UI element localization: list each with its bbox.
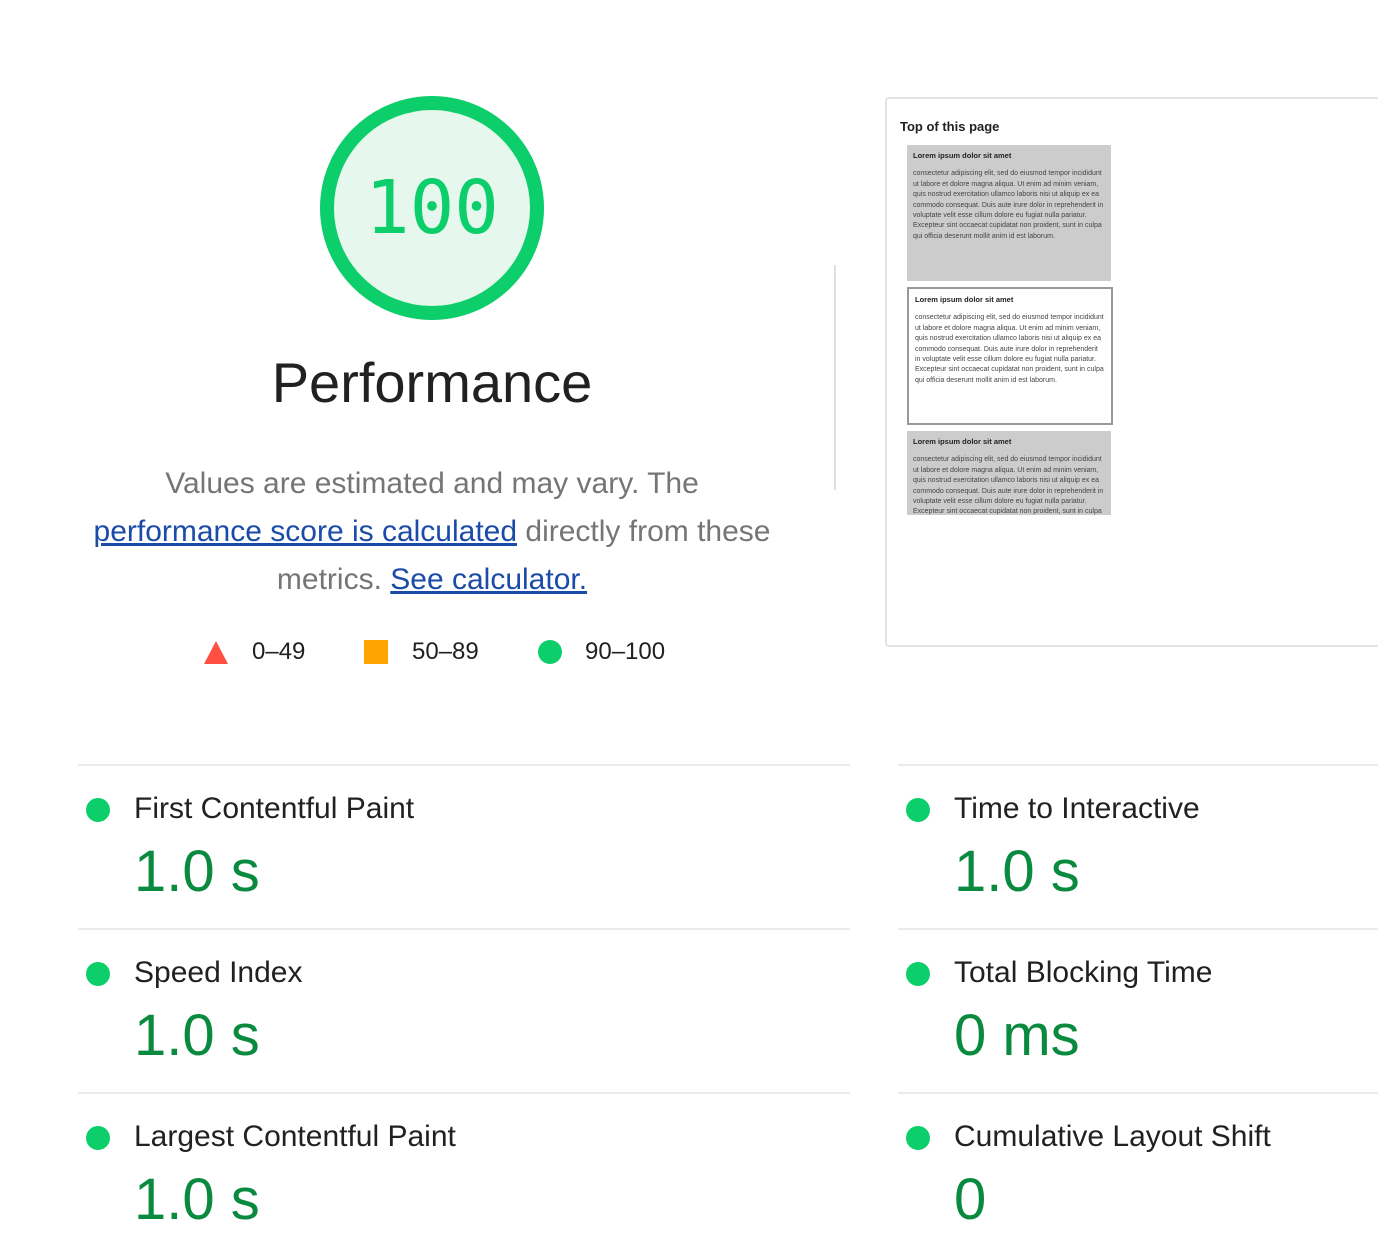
category-title: Performance xyxy=(271,351,593,414)
pass-circle-icon xyxy=(86,1126,110,1150)
block-text: consectetur adipiscing elit, sed do eius… xyxy=(913,456,1104,515)
metric-title: Speed Index xyxy=(134,956,303,989)
description-text: directly from these metrics. xyxy=(276,515,771,596)
metric-total-blocking-time: Total Blocking Time 0 ms xyxy=(898,930,1348,1070)
score-description: Values are estimated and may vary. The p… xyxy=(92,460,772,604)
metric-speed-index: Speed Index 1.0 s xyxy=(78,930,528,1070)
metric-value: 1.0 s xyxy=(134,1167,260,1232)
metric-first-contentful-paint: First Contentful Paint 1.0 s xyxy=(78,766,528,906)
score-value: 100 xyxy=(365,165,499,251)
metric-title: First Contentful Paint xyxy=(134,792,415,825)
metric-value: 1.0 s xyxy=(134,839,260,904)
metric-value: 0 xyxy=(954,1167,987,1232)
triangle-icon xyxy=(204,641,228,664)
block-text: consectetur adipiscing elit, sed do eius… xyxy=(913,170,1104,240)
metric-title: Total Blocking Time xyxy=(954,956,1213,989)
pass-circle-icon xyxy=(906,798,930,822)
pass-circle-icon xyxy=(86,962,110,986)
metric-title: Cumulative Layout Shift xyxy=(954,1120,1271,1153)
block-title: Lorem ipsum dolor sit amet xyxy=(913,437,1012,446)
final-screenshot[interactable]: Top of this page Lorem ipsum dolor sit a… xyxy=(885,97,1378,647)
screenshot-block: Lorem ipsum dolor sit amet consectetur ad… xyxy=(907,431,1111,515)
metric-title: Largest Contentful Paint xyxy=(134,1120,456,1153)
screenshot-heading: Top of this page xyxy=(900,119,1000,134)
score-gauge xyxy=(320,96,544,320)
block-title: Lorem ipsum dolor sit amet xyxy=(913,151,1012,160)
description-text: Values are estimated and may vary. The xyxy=(165,467,699,500)
metric-value: 1.0 s xyxy=(954,839,1080,904)
metric-cumulative-layout-shift: Cumulative Layout Shift 0 xyxy=(898,1094,1348,1234)
score-calculated-link[interactable]: performance score is calculated xyxy=(93,515,518,548)
metric-value: 0 ms xyxy=(954,1003,1080,1068)
metric-value: 1.0 s xyxy=(134,1003,260,1068)
pass-circle-icon xyxy=(906,962,930,986)
divider xyxy=(78,928,850,930)
divider xyxy=(898,928,1378,930)
legend-label-pass: 90–100 xyxy=(585,638,666,665)
circle-icon xyxy=(538,640,562,664)
divider xyxy=(834,265,836,490)
block-title: Lorem ipsum dolor sit amet xyxy=(915,295,1014,304)
pass-circle-icon xyxy=(906,1126,930,1150)
square-icon xyxy=(364,640,388,664)
legend-label-fail: 0–49 xyxy=(252,638,306,665)
metric-time-to-interactive: Time to Interactive 1.0 s xyxy=(898,766,1348,906)
divider xyxy=(898,764,1378,766)
divider xyxy=(898,1092,1378,1094)
block-text: consectetur adipiscing elit, sed do eius… xyxy=(915,314,1104,384)
metric-largest-contentful-paint: Largest Contentful Paint 1.0 s xyxy=(78,1094,528,1234)
divider xyxy=(78,1092,850,1094)
screenshot-block: Lorem ipsum dolor sit amet consectetur ad… xyxy=(907,145,1111,281)
pass-circle-icon xyxy=(86,798,110,822)
divider xyxy=(78,764,850,766)
metric-title: Time to Interactive xyxy=(954,792,1200,825)
screenshot-block: Lorem ipsum dolor sit amet consectetur ad… xyxy=(907,287,1113,425)
see-calculator-link[interactable]: See calculator. xyxy=(390,563,588,596)
legend-label-average: 50–89 xyxy=(412,638,479,665)
